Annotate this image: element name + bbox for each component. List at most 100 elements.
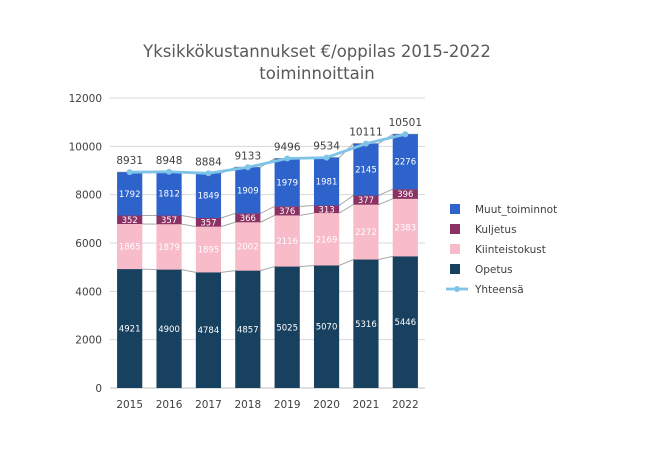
data-label: 1895: [198, 245, 220, 255]
legend-swatch: [450, 244, 460, 254]
bar-segment: [156, 215, 182, 225]
bar-segment: [274, 266, 300, 388]
x-tick-label: 2016: [156, 399, 183, 411]
data-label: 396: [397, 190, 413, 200]
chart-title-line-2: toiminnoittain: [259, 64, 375, 83]
total-data-label: 10501: [389, 117, 422, 129]
data-label: 1981: [316, 178, 338, 188]
bars: 4921 1865 352 1792 4900 1879 357 1812 4784 1895 35…: [117, 134, 418, 388]
data-label: 2116: [276, 237, 298, 247]
data-label: 377: [358, 196, 374, 206]
bar-segment: [156, 269, 182, 388]
total-series-point: [244, 164, 251, 171]
legend-label: Muut_toiminnot: [475, 204, 557, 216]
bar-segment: [313, 265, 340, 388]
x-tick-label: 2021: [353, 399, 380, 411]
data-label: 5446: [394, 318, 416, 328]
bar-segment: [235, 270, 261, 388]
bar-segment: [235, 213, 261, 223]
bar-segment: [313, 157, 340, 206]
data-label: 313: [318, 205, 334, 215]
bar-segment: [235, 222, 261, 271]
legend-label: Kiinteistokust: [475, 244, 546, 256]
total-series-point: [323, 154, 330, 161]
bar-segment: [117, 215, 143, 225]
y-tick-label: 2000: [75, 335, 102, 347]
bar-segment: [117, 224, 143, 270]
bar-segment: [117, 172, 143, 216]
data-label: 2272: [355, 228, 377, 238]
data-label: 5070: [316, 323, 338, 333]
data-label: 4921: [119, 325, 141, 335]
y-tick-label: 0: [95, 383, 102, 395]
bar-segment: [156, 224, 182, 270]
total-series-point: [205, 170, 212, 177]
bar-segment: [274, 158, 300, 207]
total-series-point: [284, 155, 291, 162]
data-label: 1849: [198, 192, 220, 202]
y-tick-label: 4000: [75, 286, 102, 298]
legend-line-marker: [454, 286, 460, 292]
data-label: 2276: [394, 158, 416, 168]
data-label: 357: [161, 216, 177, 226]
x-tick-label: 2017: [195, 399, 222, 411]
bar-segment: [195, 226, 222, 273]
bar-segment: [274, 215, 300, 267]
x-tick-label: 2020: [313, 399, 340, 411]
bar-segment: [392, 134, 418, 190]
legend-label: Kuljetus: [475, 224, 517, 236]
y-axis-tick-labels: 0 2000 4000 6000 8000 10000 12000: [69, 93, 102, 395]
data-label: 1865: [119, 243, 141, 253]
total-data-label: 10111: [349, 127, 382, 139]
data-label: 5025: [276, 323, 298, 333]
bar-segment: [274, 206, 300, 216]
bar-segment: [313, 213, 340, 266]
total-data-label: 9534: [313, 141, 340, 153]
bar-segment: [195, 272, 222, 388]
legend-label: Opetus: [475, 264, 513, 276]
total-data-label: 9133: [234, 150, 261, 162]
total-series-point: [126, 169, 133, 176]
bar-segment: [353, 195, 379, 205]
bar-segment: [235, 167, 261, 214]
total-data-label: 8884: [195, 156, 222, 168]
bar-segment: [156, 171, 182, 216]
bar-segment: [195, 217, 222, 227]
data-label: 4857: [237, 325, 259, 335]
x-axis-tick-labels: 2015 2016 2017 2018 2019 2020 2021 2022: [116, 399, 418, 411]
legend: Muut_toiminnot Kuljetus Kiinteistokust Opet…: [446, 204, 557, 296]
data-label: 2002: [237, 242, 259, 252]
x-tick-label: 2015: [116, 399, 143, 411]
total-series-point: [166, 168, 173, 175]
bar-segment: [313, 205, 340, 214]
y-tick-label: 10000: [69, 141, 102, 153]
total-data-label: 8931: [116, 155, 143, 167]
data-label: 1979: [276, 178, 298, 188]
data-label: 352: [122, 216, 138, 226]
chart-title-line-1: Yksikkökustannukset €/oppilas 2015-2022: [142, 42, 491, 61]
data-label: 4900: [158, 325, 180, 335]
data-label: 1909: [237, 186, 259, 196]
x-tick-label: 2022: [392, 399, 419, 411]
total-series-point: [402, 131, 409, 138]
bar-segment: [392, 189, 418, 199]
data-label: 2145: [355, 166, 377, 176]
y-tick-label: 12000: [69, 93, 102, 105]
data-label: 1792: [119, 190, 141, 200]
y-tick-label: 6000: [75, 238, 102, 250]
bar-segment: [117, 269, 143, 388]
y-tick-label: 8000: [75, 190, 102, 202]
bar-segment: [353, 143, 379, 196]
data-label: 2383: [394, 224, 416, 234]
total-series-line: [129, 132, 406, 175]
data-label: 366: [240, 214, 256, 224]
data-label: 2169: [316, 235, 338, 245]
total-series-point: [362, 140, 369, 147]
total-data-label: 9496: [274, 142, 301, 154]
bar-segment: [353, 259, 379, 388]
total-data-label: 8948: [156, 155, 183, 167]
bar-segment: [353, 204, 379, 260]
data-label: 376: [279, 207, 295, 217]
